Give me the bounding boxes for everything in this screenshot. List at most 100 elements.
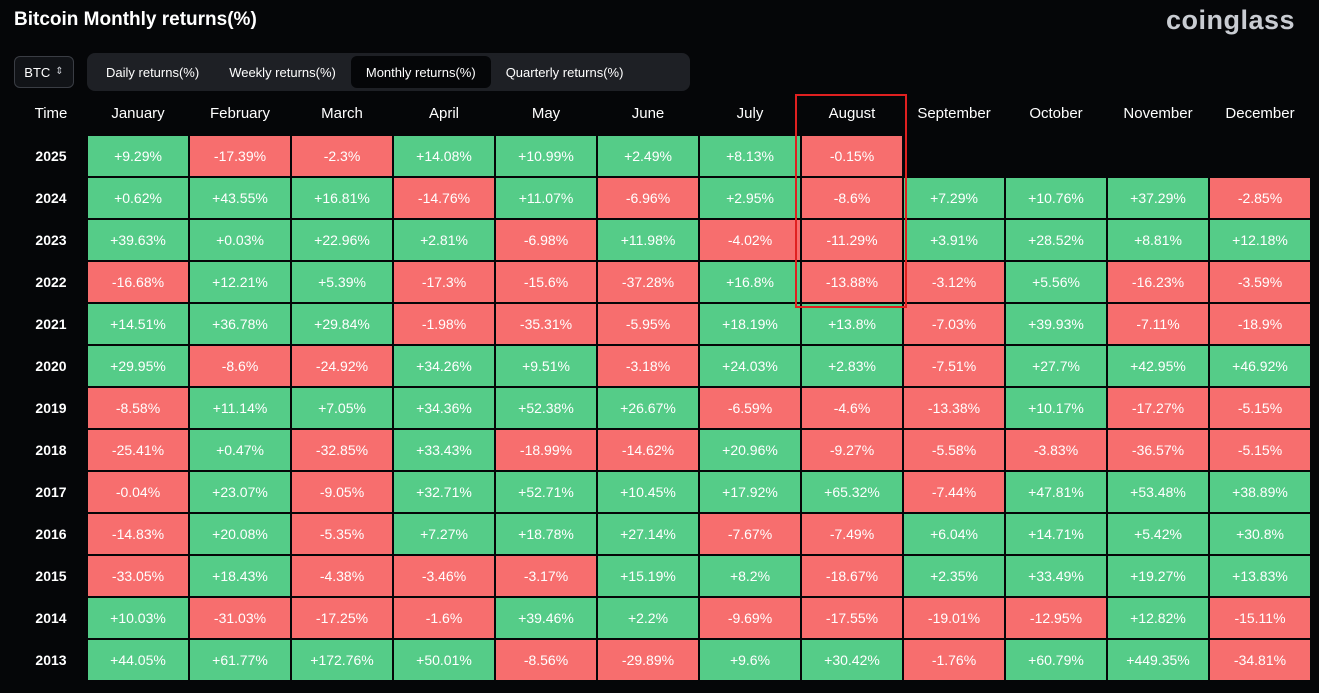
column-header-time: Time (34, 104, 68, 122)
column-header-april: April (428, 104, 459, 122)
asset-select[interactable]: BTC ⇕ (14, 56, 74, 88)
return-cell: -17.55% (800, 596, 904, 640)
return-cell: -3.46% (392, 554, 496, 598)
return-cell: -8.6% (800, 176, 904, 220)
return-cell: -4.02% (698, 218, 802, 262)
table-row: 2018 -25.41% +0.47% -32.85% +33.43% -18.99% -1… (14, 428, 1312, 472)
return-cell: -15.6% (494, 260, 598, 304)
return-cell: +14.51% (86, 302, 190, 346)
return-cell: +38.89% (1208, 470, 1312, 514)
return-cell: +2.81% (392, 218, 496, 262)
column-header-december: December (1225, 104, 1295, 122)
return-cell: +53.48% (1106, 470, 1210, 514)
return-cell: -7.67% (698, 512, 802, 556)
return-cell: -3.83% (1004, 428, 1108, 472)
return-cell: -0.04% (86, 470, 190, 514)
return-cell: +36.78% (188, 302, 292, 346)
table-row: 2025 +9.29% -17.39% -2.3% +14.08% +10.99% +2.4… (14, 134, 1312, 178)
return-cell: -18.67% (800, 554, 904, 598)
return-cell: +46.92% (1208, 344, 1312, 388)
return-cell: +2.83% (800, 344, 904, 388)
return-cell: -19.01% (902, 596, 1006, 640)
return-cell: +8.2% (698, 554, 802, 598)
return-cell: +5.56% (1004, 260, 1108, 304)
return-cell: +10.17% (1004, 386, 1108, 430)
year-cell: 2017 (14, 470, 88, 514)
return-cell: -36.57% (1106, 428, 1210, 472)
return-cell: +13.8% (800, 302, 904, 346)
year-cell: 2018 (14, 428, 88, 472)
return-cell: -9.69% (698, 596, 802, 640)
return-cell: +18.43% (188, 554, 292, 598)
tab-quarterly-returns[interactable]: Quarterly returns(%) (505, 64, 624, 80)
return-cell: -32.85% (290, 428, 394, 472)
table-row: 2016 -14.83% +20.08% -5.35% +7.27% +18.78% +27… (14, 512, 1312, 556)
return-cell (1004, 134, 1108, 178)
return-cell: +14.71% (1004, 512, 1108, 556)
return-cell: +5.39% (290, 260, 394, 304)
return-cell: -4.6% (800, 386, 904, 430)
year-cell: 2019 (14, 386, 88, 430)
table-header-row: Time January February March April May June Jul… (15, 92, 1311, 135)
return-cell: -9.27% (800, 428, 904, 472)
return-cell: +61.77% (188, 638, 292, 682)
tab-weekly-returns[interactable]: Weekly returns(%) (229, 64, 336, 80)
return-cell: -17.39% (188, 134, 292, 178)
table-row: 2015 -33.05% +18.43% -4.38% -3.46% -3.17% +15.… (14, 554, 1312, 598)
return-cell (1208, 134, 1312, 178)
return-cell: +16.81% (290, 176, 394, 220)
return-cell: -3.59% (1208, 260, 1312, 304)
return-cell: +42.95% (1106, 344, 1210, 388)
return-cell: -7.11% (1106, 302, 1210, 346)
return-cell: +33.43% (392, 428, 496, 472)
return-cell: +26.67% (596, 386, 700, 430)
return-cell: +33.49% (1004, 554, 1108, 598)
return-cell: -3.17% (494, 554, 598, 598)
return-cell: -13.88% (800, 260, 904, 304)
return-cell: -9.05% (290, 470, 394, 514)
year-cell: 2023 (14, 218, 88, 262)
return-cell: -37.28% (596, 260, 700, 304)
column-header-march: March (321, 104, 363, 122)
return-cell: +27.14% (596, 512, 700, 556)
return-cell: +37.29% (1106, 176, 1210, 220)
return-cell: +12.18% (1208, 218, 1312, 262)
return-cell: -24.92% (290, 344, 394, 388)
return-cell: +32.71% (392, 470, 496, 514)
return-cell: -31.03% (188, 596, 292, 640)
return-cell: +39.93% (1004, 302, 1108, 346)
return-cell: +2.35% (902, 554, 1006, 598)
table-row: 2014 +10.03% -31.03% -17.25% -1.6% +39.46% +2.… (14, 596, 1312, 640)
return-cell: +16.8% (698, 260, 802, 304)
tab-daily-returns[interactable]: Daily returns(%) (106, 64, 200, 80)
return-cell: -1.6% (392, 596, 496, 640)
year-cell: 2025 (14, 134, 88, 178)
return-cell: +18.19% (698, 302, 802, 346)
return-cell: +2.95% (698, 176, 802, 220)
return-cell: +50.01% (392, 638, 496, 682)
return-cell: -1.98% (392, 302, 496, 346)
return-cell (1106, 134, 1210, 178)
return-cell: -2.3% (290, 134, 394, 178)
coinglass-logo: coinglass (1165, 5, 1295, 35)
table-row: 2019 -8.58% +11.14% +7.05% +34.36% +52.38% +26… (14, 386, 1312, 430)
year-cell: 2022 (14, 260, 88, 304)
return-cell: +10.76% (1004, 176, 1108, 220)
column-header-november: November (1123, 104, 1193, 122)
return-cell: +7.27% (392, 512, 496, 556)
return-cell: -8.58% (86, 386, 190, 430)
tab-monthly-returns[interactable]: Monthly returns(%) (350, 56, 491, 88)
return-cell: -7.51% (902, 344, 1006, 388)
return-cell: -4.38% (290, 554, 394, 598)
return-cell: +2.2% (596, 596, 700, 640)
page-title: Bitcoin Monthly returns(%) (14, 9, 257, 30)
year-cell: 2016 (14, 512, 88, 556)
return-cell: -7.44% (902, 470, 1006, 514)
return-cell: +9.29% (86, 134, 190, 178)
return-cell: +17.92% (698, 470, 802, 514)
table-row: 2017 -0.04% +23.07% -9.05% +32.71% +52.71% +10… (14, 470, 1312, 514)
return-cell: +44.05% (86, 638, 190, 682)
return-cell: +11.14% (188, 386, 292, 430)
return-cell: +20.96% (698, 428, 802, 472)
table-row: 2022 -16.68% +12.21% +5.39% -17.3% -15.6% -37.… (14, 260, 1312, 304)
